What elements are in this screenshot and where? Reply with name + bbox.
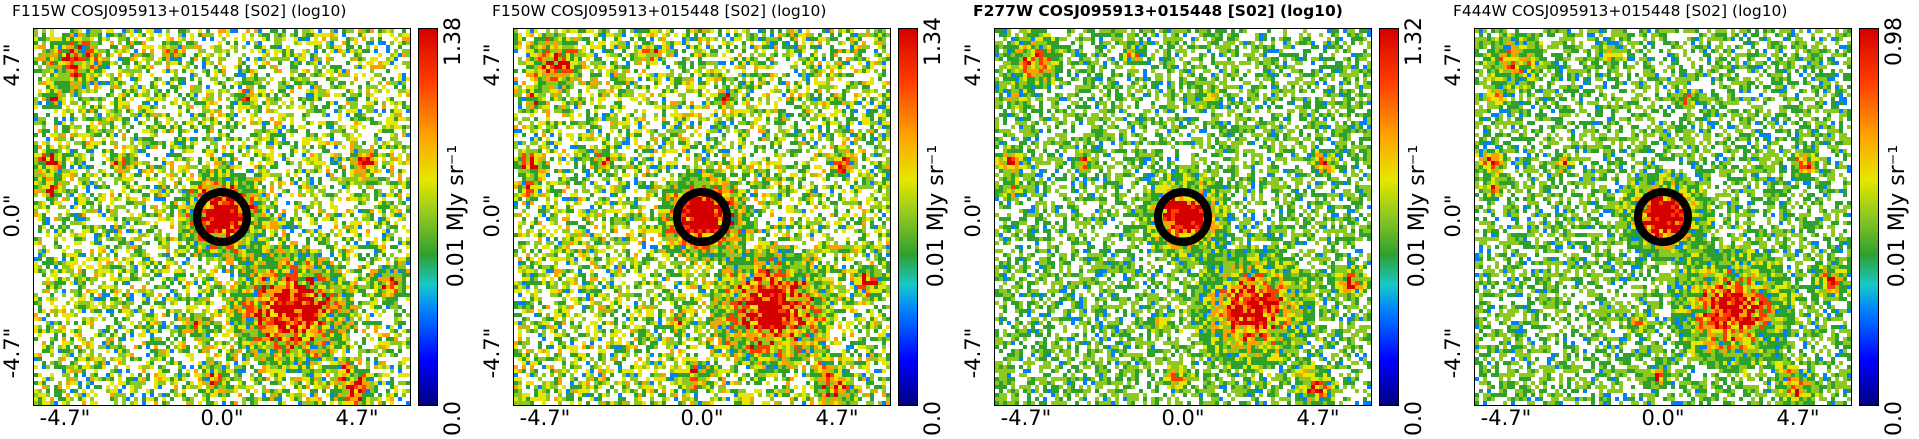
colorbar — [418, 28, 438, 406]
panel-title: F277W COSJ095913+015448 [S02] (log10) — [973, 2, 1343, 20]
cutout-panel-f277w: F277W COSJ095913+015448 [S02] (log10) 1.… — [961, 0, 1431, 439]
colorbar-unit-label: 0.01 MJy sr⁻¹ — [1405, 145, 1430, 287]
colorbar-min-label: 0.0 — [1402, 401, 1427, 436]
colorbar-min-label: 0.0 — [1882, 401, 1907, 436]
cutout-panel-f150w: F150W COSJ095913+015448 [S02] (log10) 1.… — [480, 0, 950, 439]
x-tick-label: 4.7" — [1776, 406, 1819, 430]
y-tick-label: -4.7" — [1441, 328, 1465, 379]
x-tick-label: 4.7" — [815, 406, 858, 430]
y-tick-label: -4.7" — [480, 328, 504, 379]
y-tick-label: 0.0" — [961, 194, 985, 237]
colorbar-unit-label: 0.01 MJy sr⁻¹ — [1885, 145, 1910, 287]
y-tick-label: 4.7" — [480, 43, 504, 86]
colorbar-max-label: 1.38 — [441, 17, 466, 66]
colorbar — [1859, 28, 1879, 406]
panel-title: F444W COSJ095913+015448 [S02] (log10) — [1453, 2, 1787, 20]
x-tick-label: 0.0" — [1161, 406, 1204, 430]
y-tick-label: 0.0" — [1441, 194, 1465, 237]
panel-title: F150W COSJ095913+015448 [S02] (log10) — [492, 2, 826, 20]
x-tick-label: 4.7" — [335, 406, 378, 430]
x-tick-label: 0.0" — [200, 406, 243, 430]
x-tick-label: -4.7" — [40, 406, 91, 430]
aperture-circle — [673, 188, 731, 246]
colorbar — [898, 28, 918, 406]
y-tick-label: 0.0" — [0, 194, 24, 237]
colorbar-min-label: 0.0 — [441, 401, 466, 436]
x-tick-label: 0.0" — [1641, 406, 1684, 430]
colorbar-unit-label: 0.01 MJy sr⁻¹ — [924, 145, 949, 287]
aperture-circle — [193, 188, 251, 246]
x-tick-label: -4.7" — [1481, 406, 1532, 430]
y-tick-label: 4.7" — [961, 43, 985, 86]
y-tick-label: 4.7" — [0, 43, 24, 86]
cutout-panel-f444w: F444W COSJ095913+015448 [S02] (log10) 0.… — [1441, 0, 1911, 439]
colorbar-max-label: 1.34 — [921, 17, 946, 66]
cutout-image — [33, 28, 411, 406]
x-tick-label: -4.7" — [520, 406, 571, 430]
y-tick-label: -4.7" — [961, 328, 985, 379]
colorbar-max-label: 1.32 — [1402, 17, 1427, 66]
colorbar-max-label: 0.98 — [1882, 17, 1907, 66]
colorbar-unit-label: 0.01 MJy sr⁻¹ — [444, 145, 469, 287]
x-tick-label: -4.7" — [1001, 406, 1052, 430]
y-tick-label: 0.0" — [480, 194, 504, 237]
colorbar — [1379, 28, 1399, 406]
panel-title: F115W COSJ095913+015448 [S02] (log10) — [12, 2, 346, 20]
cutout-panel-f115w: F115W COSJ095913+015448 [S02] (log10) 1.… — [0, 0, 470, 439]
cutout-image — [513, 28, 891, 406]
aperture-circle — [1154, 188, 1212, 246]
aperture-circle — [1634, 188, 1692, 246]
cutout-image — [1474, 28, 1852, 406]
colorbar-min-label: 0.0 — [921, 401, 946, 436]
y-tick-label: 4.7" — [1441, 43, 1465, 86]
x-tick-label: 4.7" — [1296, 406, 1339, 430]
x-tick-label: 0.0" — [680, 406, 723, 430]
y-tick-label: -4.7" — [0, 328, 24, 379]
cutout-image — [994, 28, 1372, 406]
